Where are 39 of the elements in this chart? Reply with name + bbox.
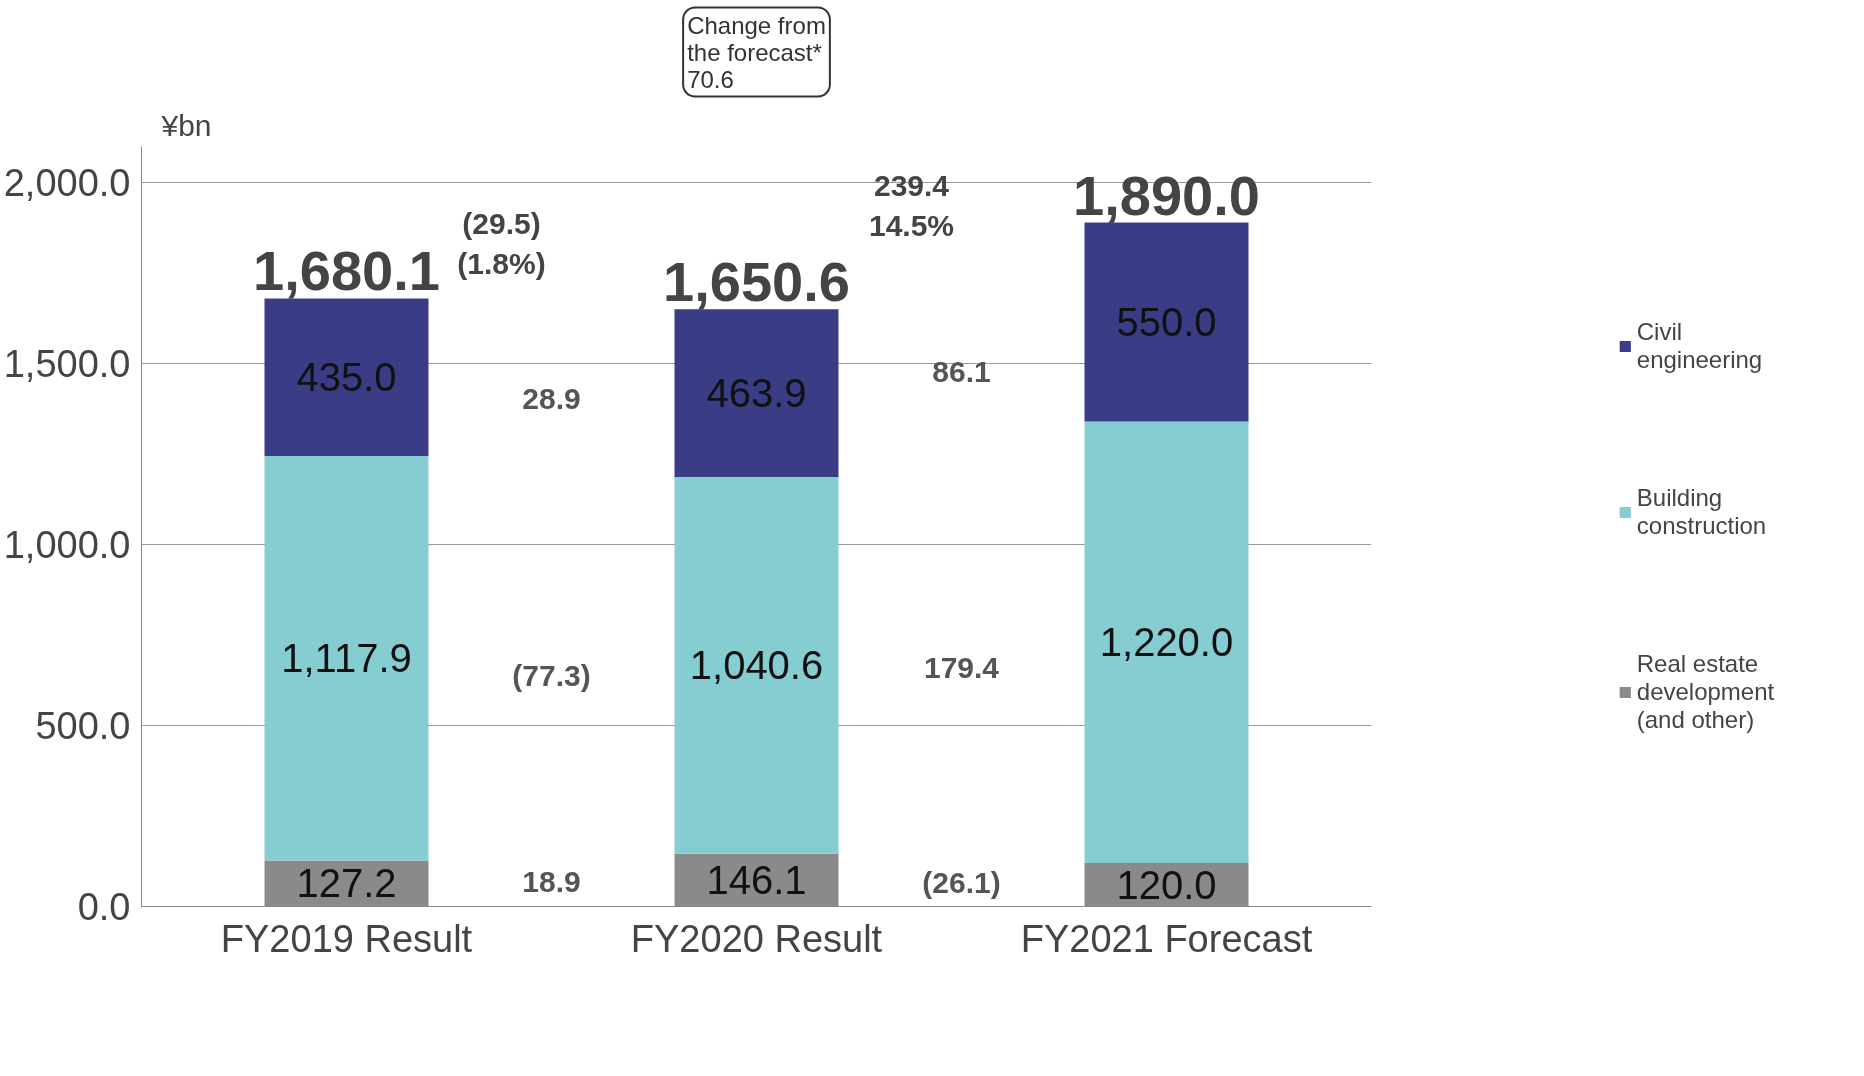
legend-label: Real estate development (and other) <box>1636 650 1775 734</box>
y-axis-title: ¥bn <box>160 108 212 142</box>
annotation: 86.1 <box>932 354 991 388</box>
x-tick-label: FY2019 Result <box>220 917 473 960</box>
total-label: 1,650.6 <box>663 250 850 314</box>
y-tick-label: 0.0 <box>77 886 131 928</box>
data-label: 435.0 <box>296 355 397 400</box>
annotation: (26.1) <box>922 865 1001 899</box>
annotation: (29.5) (1.8%) <box>457 207 546 280</box>
y-tick-label: 1,500.0 <box>3 343 131 386</box>
x-tick-label: FY2020 Result <box>630 917 883 960</box>
annotation: 179.4 <box>923 650 1000 684</box>
data-label: 146.1 <box>706 858 807 903</box>
annotation: 28.9 <box>522 382 581 416</box>
bar <box>1084 222 1249 422</box>
bar <box>264 298 429 456</box>
bar <box>264 455 429 861</box>
total-label: 1,890.0 <box>1073 163 1260 227</box>
annotation: (77.3) <box>512 659 591 693</box>
data-label: 1,220.0 <box>1099 620 1234 665</box>
annotation: 18.9 <box>522 864 581 898</box>
text: Change from the forecast* 70.6 <box>687 11 826 93</box>
annotation: 239.4 14.5% <box>868 169 955 242</box>
x-tick-label: FY2021 Forecast <box>1020 917 1313 960</box>
data-label: 550.0 <box>1116 300 1217 345</box>
data-label: 120.0 <box>1116 862 1217 907</box>
data-label: 1,117.9 <box>281 636 412 681</box>
bar <box>674 477 839 854</box>
data-label: 1,040.6 <box>689 643 824 688</box>
y-tick-label: 1,000.0 <box>3 524 131 567</box>
bar <box>674 309 839 478</box>
y-tick-label: 500.0 <box>35 705 131 748</box>
legend-label: Building construction <box>1636 484 1767 540</box>
total-label: 1,680.1 <box>253 239 440 303</box>
y-tick-label: 2,000.0 <box>3 162 131 205</box>
legend-label: Civil engineering <box>1636 318 1763 374</box>
data-label: 463.9 <box>706 371 807 416</box>
bar <box>1084 421 1249 864</box>
data-label: 127.2 <box>296 861 397 906</box>
